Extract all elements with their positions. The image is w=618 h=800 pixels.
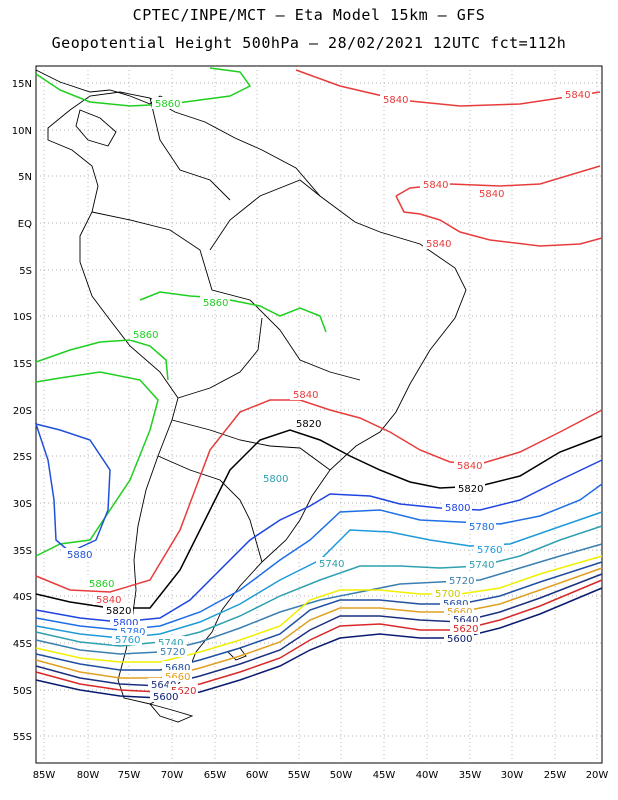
caribbean-coast <box>75 109 117 147</box>
lat-tick-label: 5S <box>19 266 32 277</box>
label-5860: 5860 <box>89 579 114 590</box>
label-5640: 5640 <box>151 680 176 691</box>
label-5780: 5780 <box>120 627 145 638</box>
lon-tick-label: 20W <box>586 770 609 781</box>
contour-labels: 5860 5860 5860 5860 5840 5840 5840 5840 … <box>64 88 592 703</box>
label-5620: 5620 <box>453 624 478 635</box>
label-5740: 5740 <box>158 638 183 649</box>
contour-5840-south <box>35 399 603 593</box>
contour-5660 <box>35 567 603 679</box>
label-5840: 5840 <box>293 390 318 401</box>
label-5760: 5760 <box>477 545 502 556</box>
lat-tick-label: EQ <box>18 219 32 230</box>
label-5860: 5860 <box>203 298 228 309</box>
label-5840: 5840 <box>423 180 448 191</box>
label-5860: 5860 <box>133 330 158 341</box>
country-border <box>149 97 231 201</box>
label-5720: 5720 <box>449 576 474 587</box>
label-5620: 5620 <box>171 686 196 697</box>
label-5740: 5740 <box>319 559 344 570</box>
label-5680: 5680 <box>443 599 468 610</box>
label-5880: 5880 <box>67 550 92 561</box>
label-5800: 5800 <box>113 618 138 629</box>
contour-5800 <box>35 459 603 623</box>
chart-subtitle: Geopotential Height 500hPa – 28/02/2021 … <box>51 34 567 52</box>
chart-title: CPTEC/INPE/MCT – Eta Model 15km – GFS <box>132 6 486 24</box>
country-border <box>171 419 331 471</box>
contour-5640 <box>35 573 603 687</box>
label-5720: 5720 <box>160 647 185 658</box>
contour-5860-amazon <box>139 291 327 333</box>
lon-tick-label: 85W <box>33 770 56 781</box>
label-5780: 5780 <box>469 522 494 533</box>
lon-tick-label: 55W <box>288 770 311 781</box>
label-5840: 5840 <box>426 239 451 250</box>
label-5840: 5840 <box>96 595 121 606</box>
label-5760: 5760 <box>115 635 140 646</box>
lon-tick-label: 50W <box>330 770 353 781</box>
label-5840: 5840 <box>479 189 504 200</box>
label-5660: 5660 <box>447 607 472 618</box>
contour-5600 <box>35 587 603 699</box>
contour-5880 <box>34 422 111 553</box>
label-5680: 5680 <box>165 663 190 674</box>
label-5660: 5660 <box>165 672 190 683</box>
label-5860: 5860 <box>155 99 180 110</box>
lat-tick-label: 20S <box>13 406 32 417</box>
label-5840: 5840 <box>383 95 408 106</box>
lat-tick-label: 30S <box>13 499 32 510</box>
lat-tick-label: 10S <box>13 312 32 323</box>
south-america-coast <box>47 91 467 705</box>
lon-tick-label: 60W <box>246 770 269 781</box>
contour-5680 <box>35 561 603 671</box>
lat-tick-label: 40S <box>13 592 32 603</box>
contour-5840-atlantic <box>395 165 603 247</box>
label-5600: 5600 <box>153 692 178 703</box>
lon-tick-label: 35W <box>459 770 482 781</box>
lon-tick-label: 40W <box>416 770 439 781</box>
lon-tick-label: 25W <box>544 770 567 781</box>
label-5820: 5820 <box>296 419 321 430</box>
country-border <box>91 211 361 381</box>
lon-tick-label: 75W <box>118 770 141 781</box>
label-5800: 5800 <box>445 503 470 514</box>
lat-tick-label: 5N <box>18 172 32 183</box>
map-frame <box>35 65 603 764</box>
label-5640: 5640 <box>453 615 478 626</box>
label-5840: 5840 <box>457 461 482 472</box>
country-border <box>209 179 321 251</box>
country-border <box>177 317 263 399</box>
contour-5860-south <box>35 371 159 557</box>
axis-ticks: 15N 10N 5N EQ 5S 10S 15S 20S 25S 30S 35S 40S 45S 50S 5… <box>12 79 609 781</box>
label-5820: 5820 <box>458 484 483 495</box>
lon-tick-label: 80W <box>77 770 100 781</box>
contour-5720 <box>35 543 603 655</box>
label-5800: 5800 <box>263 474 288 485</box>
contour-5700 <box>35 555 603 663</box>
lat-tick-label: 15S <box>13 359 32 370</box>
country-border <box>157 455 263 563</box>
contour-5620 <box>35 579 603 693</box>
lat-tick-label: 50S <box>13 686 32 697</box>
lat-tick-label: 45S <box>13 639 32 650</box>
label-5700: 5700 <box>435 589 460 600</box>
lat-tick-label: 55S <box>13 732 32 743</box>
lon-tick-label: 65W <box>204 770 227 781</box>
lat-tick-label: 25S <box>13 452 32 463</box>
label-5840: 5840 <box>565 90 590 101</box>
contour-5840-north <box>295 69 601 107</box>
label-5740: 5740 <box>469 560 494 571</box>
lat-tick-label: 35S <box>13 546 32 557</box>
lon-tick-label: 45W <box>373 770 396 781</box>
contour-5860-north <box>35 67 252 107</box>
lat-tick-label: 10N <box>12 126 32 137</box>
contour-5820 <box>35 429 603 609</box>
lon-tick-label: 70W <box>161 770 184 781</box>
label-5600: 5600 <box>447 634 472 645</box>
tierra-del-fuego <box>148 703 194 723</box>
lat-tick-label: 15N <box>12 79 32 90</box>
lon-tick-label: 30W <box>501 770 524 781</box>
label-5820: 5820 <box>106 606 131 617</box>
